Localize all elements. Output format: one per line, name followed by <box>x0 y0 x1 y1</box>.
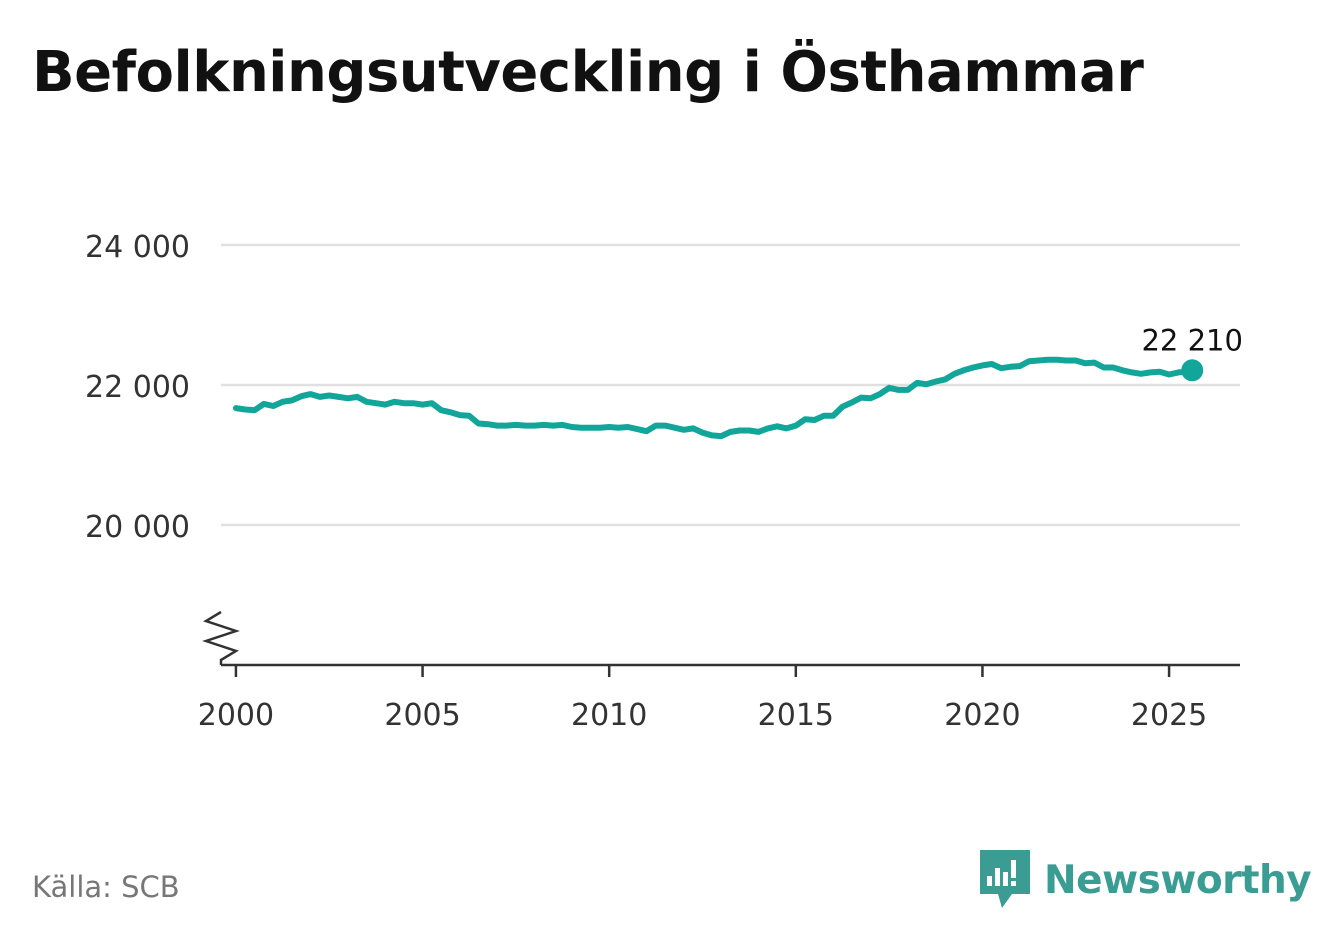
x-tick-label: 2005 <box>384 698 460 733</box>
x-tick-label: 2025 <box>1131 698 1207 733</box>
y-tick-label: 22 000 <box>85 370 190 405</box>
y-tick-label: 20 000 <box>85 510 190 545</box>
y-axis-break <box>202 610 240 665</box>
brand-name: Newsworthy <box>1044 857 1312 903</box>
series-group <box>232 356 1196 440</box>
newsworthy-logo-icon <box>980 850 1030 908</box>
y-tick-label: 24 000 <box>85 230 190 265</box>
x-tick-label: 2010 <box>571 698 647 733</box>
x-axis: 2000 2005 2010 2015 2020 2025 <box>198 663 1240 733</box>
annotations: 22 210 <box>1141 323 1243 382</box>
end-value-label: 22 210 <box>1141 323 1242 357</box>
x-tick-label: 2020 <box>944 698 1020 733</box>
source-note: Källa: SCB <box>32 870 180 904</box>
end-point-marker <box>1181 359 1204 382</box>
x-tick-label: 2000 <box>198 698 274 733</box>
gridlines <box>221 243 1240 527</box>
y-axis: 20 000 22 000 24 000 <box>85 230 240 665</box>
chart-title: Befolkningsutveckling i Östhammar <box>32 40 1144 105</box>
series-line <box>232 356 1196 440</box>
x-tick-label: 2015 <box>758 698 834 733</box>
brand-logo[interactable]: Newsworthy <box>980 850 1312 910</box>
